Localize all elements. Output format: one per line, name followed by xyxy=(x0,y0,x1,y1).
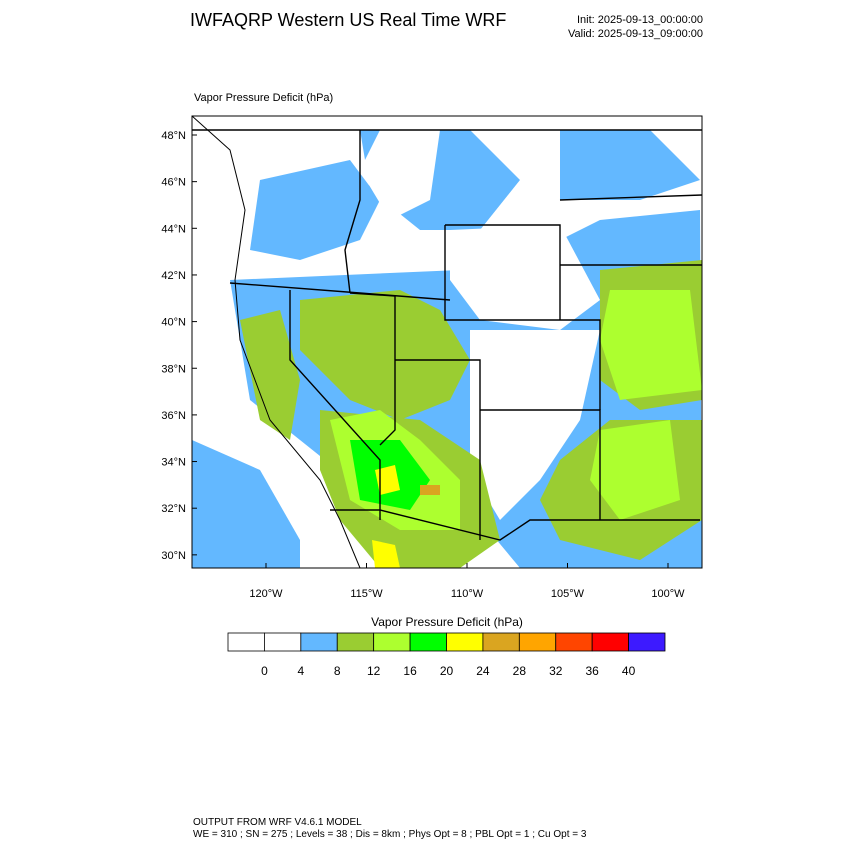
vpd-region xyxy=(240,310,300,440)
vpd-region xyxy=(300,290,470,420)
colorbar-label: 28 xyxy=(513,664,527,678)
lat-label: 34°N xyxy=(161,457,186,469)
borders xyxy=(192,129,702,541)
colorbar-box xyxy=(409,632,447,652)
vpd-region xyxy=(470,330,600,520)
vpd-region xyxy=(600,290,702,400)
vpd-region xyxy=(192,440,300,568)
vpd-region xyxy=(372,540,400,568)
vpd-region xyxy=(560,130,700,200)
colorbar-title: Vapor Pressure Deficit (hPa) xyxy=(371,615,523,629)
lat-label: 36°N xyxy=(161,410,186,422)
lon-label: 105°W xyxy=(551,588,585,600)
footer-line: OUTPUT FROM WRF V4.6.1 MODEL xyxy=(193,817,362,828)
colorbar: 0 4 8 12 16 20 24 28 32 36 40 xyxy=(227,632,666,678)
colorbar-box xyxy=(264,632,302,652)
lat-label: 48°N xyxy=(161,130,186,142)
vpd-region xyxy=(360,130,440,220)
colorbar-label: 40 xyxy=(622,664,636,678)
colorbar-label: 24 xyxy=(476,664,490,678)
init-time: Init: 2025-09-13_00:00:00 xyxy=(577,14,703,26)
map-title: Vapor Pressure Deficit (hPa) xyxy=(194,92,333,104)
colorbar-box xyxy=(628,632,666,652)
colorbar-box xyxy=(555,632,593,652)
colorbar-label: 8 xyxy=(334,664,341,678)
colorbar-box xyxy=(373,632,411,652)
colorbar-label: 12 xyxy=(367,664,381,678)
lat-labels: 48°N 46°N 44°N 42°N 40°N 38°N 36°N 34°N 32°N 30°N xyxy=(161,130,197,562)
figure-title: IWFAQRP Western US Real Time WRF xyxy=(190,10,506,30)
lon-labels: 120°W 115°W 110°W 105°W 100°W xyxy=(249,563,685,600)
lon-label: 110°W xyxy=(451,588,484,600)
colorbar-label: 0 xyxy=(261,664,268,678)
colorbar-box xyxy=(227,632,265,652)
lat-label: 30°N xyxy=(161,550,186,562)
lat-label: 38°N xyxy=(161,363,186,375)
footer-line: WE = 310 ; SN = 275 ; Levels = 38 ; Dis … xyxy=(193,829,587,840)
vpd-region xyxy=(250,160,380,260)
lon-label: 115°W xyxy=(350,588,383,600)
lat-label: 42°N xyxy=(161,270,186,282)
lon-label: 120°W xyxy=(249,588,283,600)
colorbar-label: 16 xyxy=(403,664,417,678)
lon-label: 100°W xyxy=(651,588,685,600)
colorbar-box xyxy=(518,632,557,652)
map-field xyxy=(192,116,702,568)
vpd-region xyxy=(420,485,440,495)
lat-label: 44°N xyxy=(161,223,186,235)
colorbar-box xyxy=(336,632,375,652)
valid-time: Valid: 2025-09-13_09:00:00 xyxy=(568,28,703,40)
colorbar-box xyxy=(300,632,338,652)
vpd-region xyxy=(450,225,600,330)
lat-label: 46°N xyxy=(161,177,186,189)
colorbar-box xyxy=(446,632,484,652)
map-frame xyxy=(191,115,703,569)
lat-label: 32°N xyxy=(161,503,186,515)
colorbar-box xyxy=(591,632,629,652)
colorbar-label: 20 xyxy=(440,664,454,678)
coastline xyxy=(192,116,361,568)
colorbar-label: 4 xyxy=(297,664,304,678)
vpd-region xyxy=(590,420,680,520)
lat-label: 40°N xyxy=(161,317,186,329)
colorbar-box xyxy=(482,632,520,652)
vpd-region xyxy=(375,465,400,495)
colorbar-label: 36 xyxy=(585,664,599,678)
colorbar-label: 32 xyxy=(549,664,563,678)
